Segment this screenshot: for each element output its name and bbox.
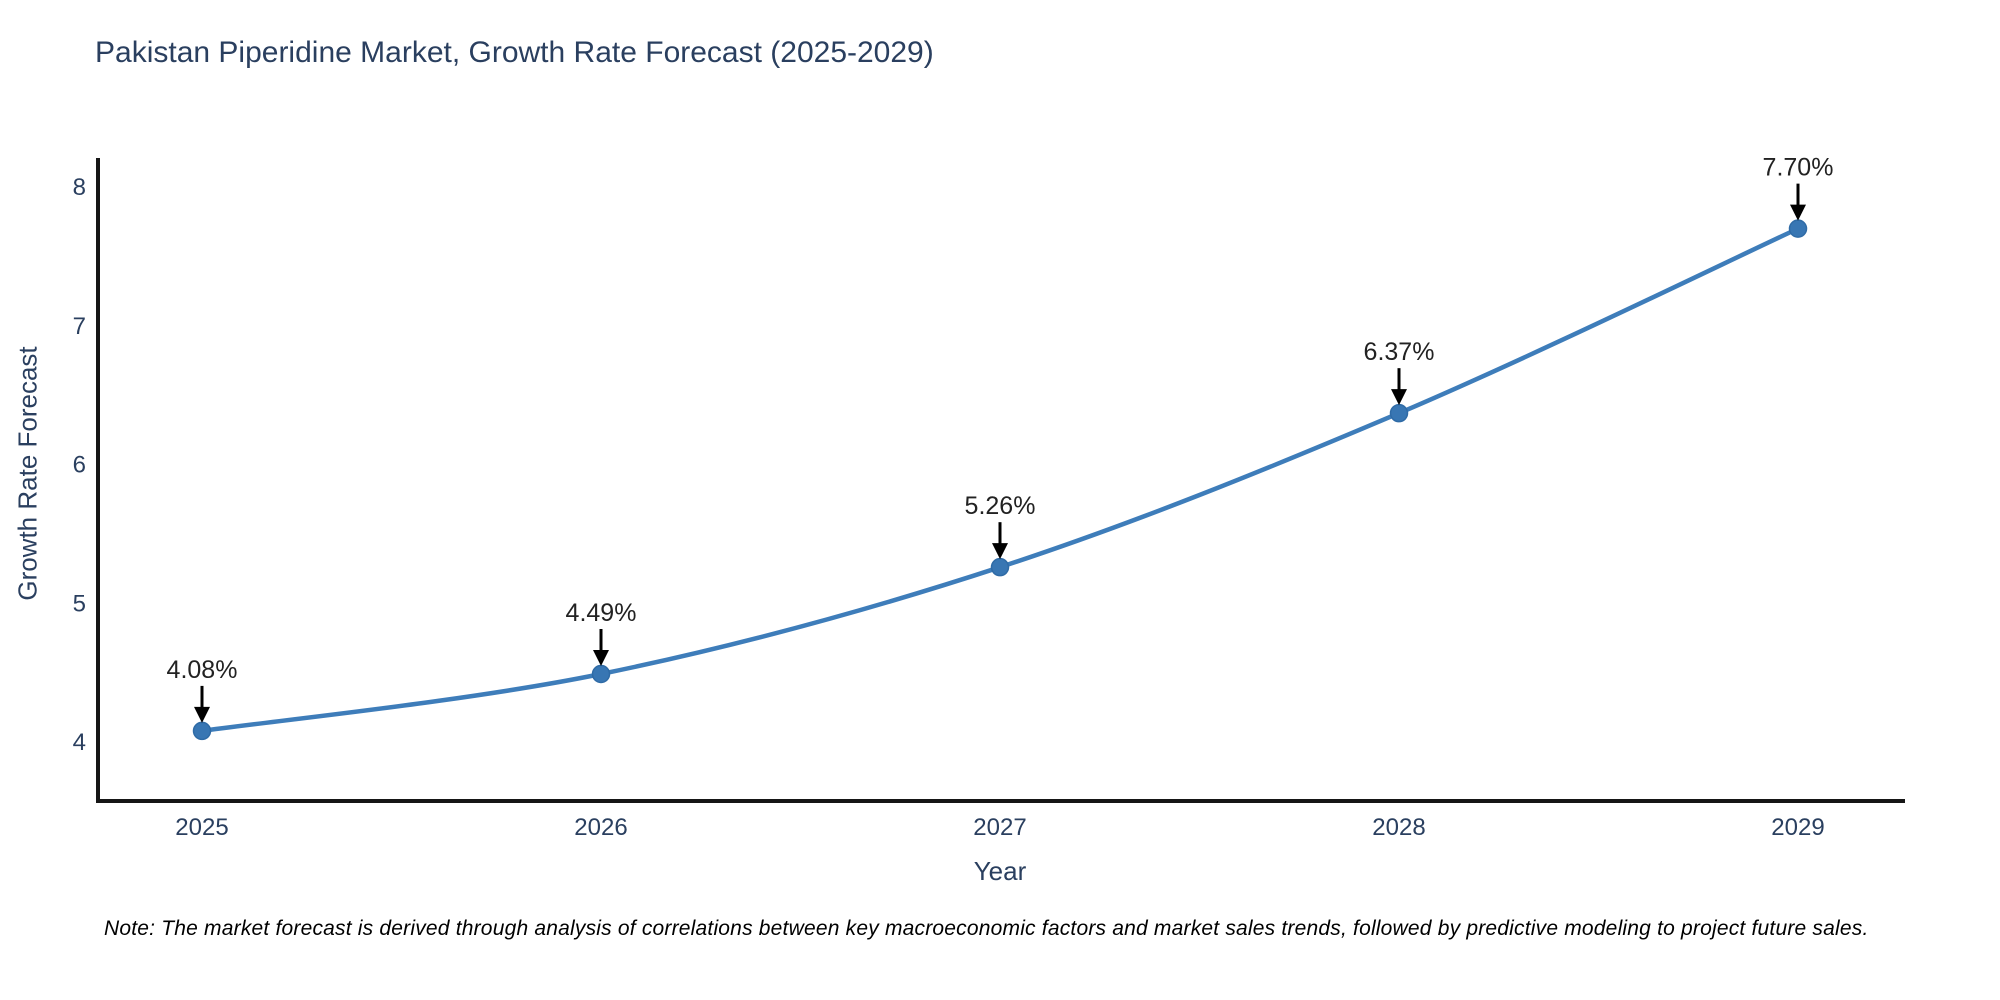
x-tick-label: 2027 <box>973 814 1026 841</box>
footnote: Note: The market forecast is derived thr… <box>104 917 1869 940</box>
data-point-marker[interactable] <box>990 557 1010 577</box>
y-tick-label: 7 <box>73 313 86 340</box>
data-point-marker[interactable] <box>1788 219 1808 238</box>
data-point-marker[interactable] <box>591 664 611 684</box>
annotation-label: 5.26% <box>965 492 1036 520</box>
data-point-marker[interactable] <box>192 721 212 741</box>
x-axis-title: Year <box>973 856 1027 886</box>
annotation-label: 4.08% <box>167 656 238 684</box>
annotation-label: 4.49% <box>566 599 637 627</box>
annotation-arrowhead <box>1391 389 1407 406</box>
y-tick-label: 5 <box>73 590 86 617</box>
data-point-marker[interactable] <box>1389 403 1409 423</box>
forecast-line <box>199 226 1801 734</box>
y-tick-label: 4 <box>73 729 86 756</box>
annotation-arrowhead <box>1790 204 1806 221</box>
annotation-label: 7.70% <box>1763 154 1834 182</box>
annotation-arrowhead <box>194 706 210 723</box>
x-tick-label: 2025 <box>175 814 228 841</box>
x-tick-label: 2026 <box>574 814 627 841</box>
x-tick-label: 2029 <box>1771 814 1824 841</box>
y-tick-label: 6 <box>73 452 86 479</box>
y-axis-title: Growth Rate Forecast <box>12 346 43 601</box>
chart-title: Pakistan Piperidine Market, Growth Rate … <box>95 36 934 69</box>
annotation-arrowhead <box>992 543 1008 560</box>
annotation-arrowhead <box>593 650 609 667</box>
x-tick-label: 2028 <box>1372 814 1425 841</box>
y-tick-label: 8 <box>73 174 86 201</box>
annotation-label: 6.37% <box>1364 338 1435 366</box>
